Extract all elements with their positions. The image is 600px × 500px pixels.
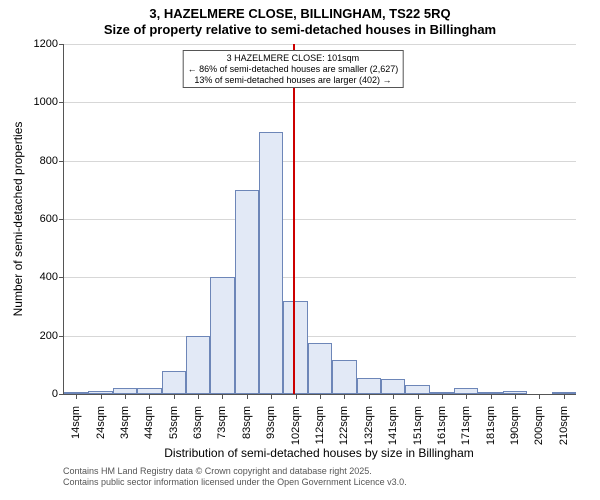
y-tick-label: 1200 [34,38,64,50]
histogram-bar [259,132,283,395]
x-tick-label: 102sqm [290,400,302,445]
x-tick-mark [222,394,223,399]
x-axis-label: Distribution of semi-detached houses by … [164,446,474,460]
x-tick-label: 53sqm [168,400,180,439]
x-tick-label: 83sqm [241,400,253,439]
x-tick-mark [393,394,394,399]
x-tick-mark [539,394,540,399]
x-tick-mark [101,394,102,399]
histogram-bar [308,343,332,394]
x-tick-label: 24sqm [95,400,107,439]
y-tick-label: 800 [40,155,64,167]
x-tick-mark [296,394,297,399]
histogram-bar [162,371,186,394]
x-tick-label: 151sqm [412,400,424,445]
x-tick-mark [515,394,516,399]
x-tick-mark [198,394,199,399]
x-tick-label: 112sqm [314,400,326,444]
x-tick-label: 141sqm [387,400,399,445]
x-tick-label: 190sqm [509,400,521,445]
x-tick-mark [320,394,321,399]
y-tick-label: 0 [52,388,64,400]
y-tick-label: 400 [40,271,64,283]
annotation-line-2: ← 86% of semi-detached houses are smalle… [188,64,399,75]
x-tick-mark [369,394,370,399]
x-tick-mark [491,394,492,399]
grid-line [64,219,576,220]
x-tick-mark [564,394,565,399]
chart-container: { "chart": { "type": "histogram", "title… [0,0,600,500]
plot-area: 02004006008001000120014sqm24sqm34sqm44sq… [63,44,576,395]
x-tick-label: 161sqm [436,400,448,445]
x-tick-mark [149,394,150,399]
x-tick-label: 200sqm [533,400,545,445]
x-tick-mark [466,394,467,399]
x-tick-mark [125,394,126,399]
histogram-bar [283,301,307,394]
y-axis-label: Number of semi-detached properties [11,122,25,317]
grid-line [64,161,576,162]
histogram-bar [381,379,405,394]
y-tick-label: 600 [40,213,64,225]
y-tick-label: 1000 [34,96,64,108]
x-tick-label: 122sqm [338,400,350,445]
x-tick-label: 171sqm [460,400,472,445]
x-tick-label: 63sqm [192,400,204,439]
title-line-1: 3, HAZELMERE CLOSE, BILLINGHAM, TS22 5RQ [0,6,600,22]
marker-annotation: 3 HAZELMERE CLOSE: 101sqm← 86% of semi-d… [183,50,404,88]
annotation-line-1: 3 HAZELMERE CLOSE: 101sqm [188,53,399,64]
x-tick-mark [174,394,175,399]
chart-title: 3, HAZELMERE CLOSE, BILLINGHAM, TS22 5RQ… [0,0,600,39]
x-tick-label: 93sqm [265,400,277,439]
attribution: Contains HM Land Registry data © Crown c… [63,466,407,489]
x-tick-mark [442,394,443,399]
grid-line [64,277,576,278]
x-tick-mark [76,394,77,399]
x-tick-label: 181sqm [485,400,497,445]
marker-line [293,44,295,394]
x-tick-label: 34sqm [119,400,131,439]
grid-line [64,102,576,103]
x-tick-mark [247,394,248,399]
x-tick-label: 14sqm [70,400,82,439]
histogram-bar [405,385,429,394]
histogram-bar [357,378,381,394]
y-tick-label: 200 [40,330,64,342]
attribution-line-2: Contains public sector information licen… [63,477,407,488]
histogram-bar [235,190,259,394]
x-tick-label: 44sqm [143,400,155,439]
grid-line [64,336,576,337]
x-tick-mark [271,394,272,399]
x-tick-mark [344,394,345,399]
histogram-bar [186,336,210,394]
x-tick-label: 210sqm [558,400,570,445]
x-tick-label: 73sqm [216,400,228,439]
histogram-bar [210,277,234,394]
x-tick-label: 132sqm [363,400,375,445]
annotation-line-3: 13% of semi-detached houses are larger (… [188,75,399,86]
title-line-2: Size of property relative to semi-detach… [0,22,600,38]
histogram-bar [332,360,356,394]
grid-line [64,44,576,45]
x-tick-mark [418,394,419,399]
attribution-line-1: Contains HM Land Registry data © Crown c… [63,466,407,477]
